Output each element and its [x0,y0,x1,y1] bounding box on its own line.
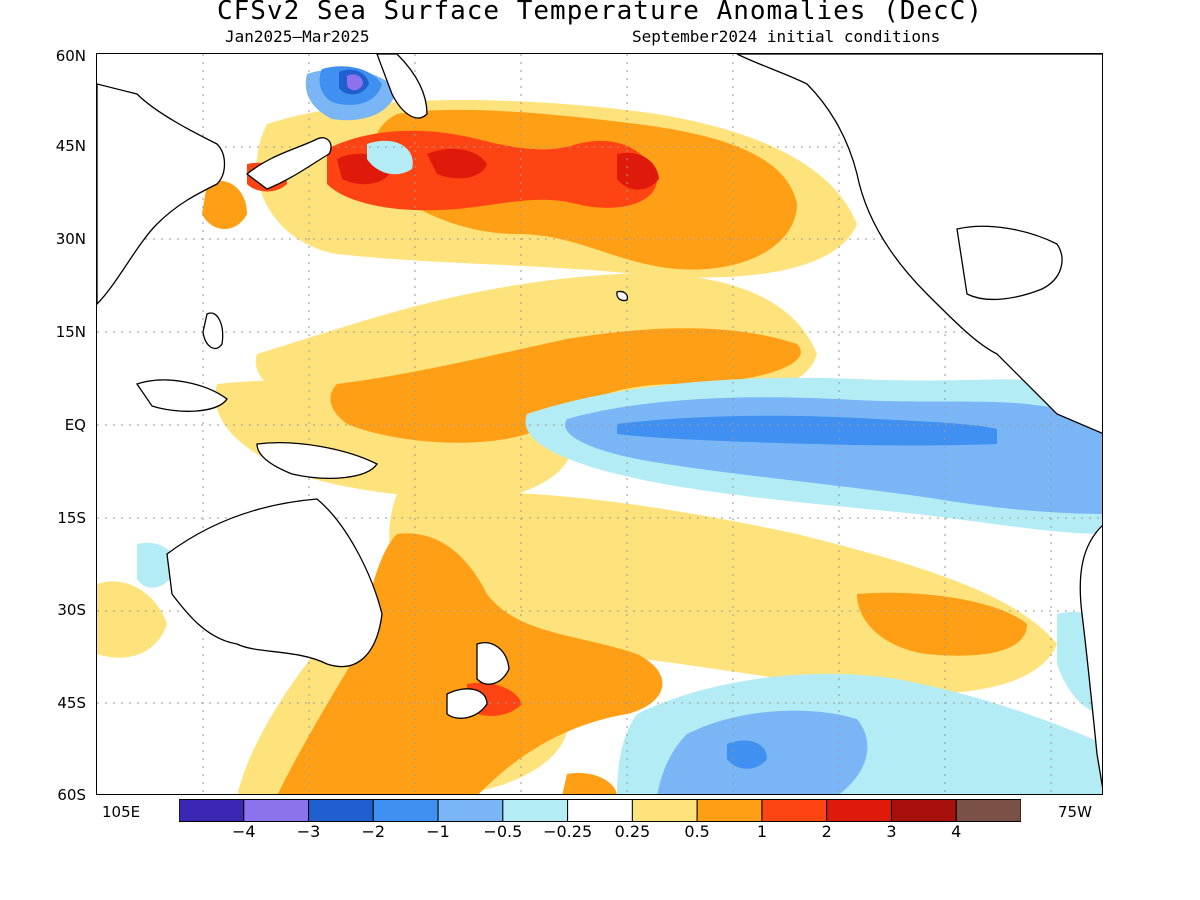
colorbar-tick-label: −1 [426,822,450,841]
lat-label-30s: 30S [57,601,86,619]
lat-label-eq: EQ [64,416,86,434]
coastlines [97,54,1102,788]
colorbar-tick-label: −3 [296,822,321,841]
kamchatka-coast [376,54,428,119]
colorbar-cell [955,799,1021,822]
colorbar-cell [437,799,504,822]
colorbar-cell [502,799,569,822]
colorbar-cells [179,799,1021,822]
lon-label-left: 105E [102,803,141,821]
colorbar [179,799,1021,822]
colorbar-tick-label: 0.5 [684,822,710,841]
colorbar-cell [761,799,828,822]
colorbar-tick-label: −0.5 [483,822,523,841]
map-title: CFSv2 Sea Surface Temperature Anomalies … [216,0,984,26]
north-america-coast [736,54,1102,434]
colorbar-cell [179,799,245,822]
colorbar-tick-label: 1 [756,822,768,841]
colorbar-cell [372,799,439,822]
colorbar-tick-label: −2 [361,822,386,841]
colorbar-tick-label: 3 [886,822,897,841]
colorbar-cell [826,799,892,822]
philippines-land [202,312,224,349]
lat-label-30n: 30N [55,230,86,248]
colorbar-cell [696,799,763,822]
lat-label-60s: 60S [57,786,86,804]
lat-label-15n: 15N [55,323,86,341]
gulf-of-mexico-coast [956,225,1063,301]
colorbar-cell [631,799,698,822]
colorbar-tick-label: 2 [821,822,832,841]
forecast-period: Jan2025–Mar2025 [225,27,370,46]
colorbar-tick-label: −0.25 [543,822,593,841]
map-canvas [97,54,1102,794]
indonesia-land [135,379,228,412]
colorbar-cell [567,799,633,822]
lat-label-15s: 15S [57,509,86,527]
initial-conditions: September2024 initial conditions [632,27,941,46]
lat-label-60n: 60N [55,47,86,65]
new-guinea-land [256,442,378,479]
sst-anomaly-map [96,53,1103,795]
lon-label-right: 75W [1058,803,1092,821]
colorbar-cell [243,799,310,822]
asia-coast [97,83,226,305]
south-america-coast [1079,525,1102,788]
lat-label-45s: 45S [57,694,86,712]
new-zealand-north [476,642,510,685]
colorbar-tick-label: −4 [231,822,256,841]
new-zealand-south [446,688,488,719]
colorbar-tick-label: 0.25 [614,822,651,841]
hawaii-islands [616,290,629,302]
extreme-cool-anomaly-core [347,74,363,91]
lat-label-45n: 45N [55,137,86,155]
colorbar-tick-label: 4 [951,822,962,841]
australia-land [166,498,383,668]
japan-land [245,137,332,190]
colorbar-cell [890,799,957,822]
colorbar-cell [308,799,374,822]
